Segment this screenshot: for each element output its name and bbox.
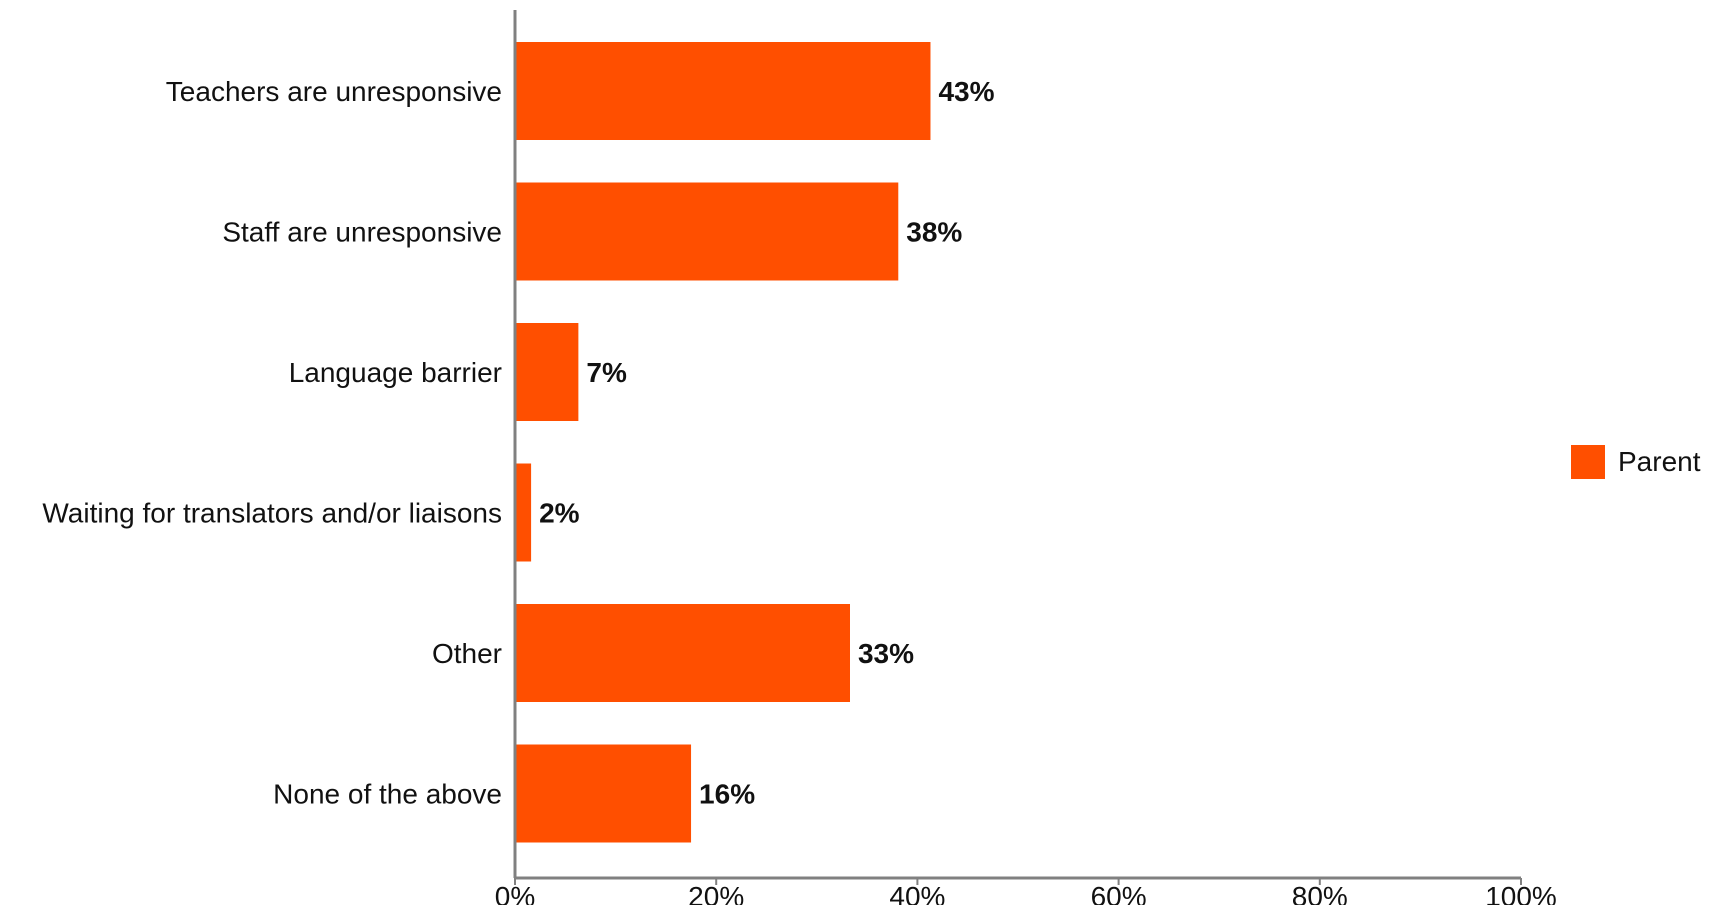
bar-4 [516,463,532,562]
x-tick-label-2: 20% [688,881,744,905]
x-tick-label-6: 100% [1485,881,1557,905]
data-label-2: 38% [906,217,962,248]
category-label-3: Language barrier [289,357,502,388]
x-tick-label-4: 60% [1091,881,1147,905]
data-label-1: 43% [938,76,994,107]
legend: Parent [1571,445,1701,479]
category-label-4: Waiting for translators and/or liaisons [42,498,502,529]
data-label-3: 7% [586,357,627,388]
x-tick-label-1: 0% [495,881,535,905]
category-label-1: Teachers are unresponsive [166,76,502,107]
data-label-5: 33% [858,638,914,669]
bar-5 [516,604,850,702]
bar-6 [516,744,692,843]
legend-swatch-parent [1571,445,1605,479]
labels-layer: Teachers are unresponsive 43% Staff are un… [42,76,1557,910]
legend-label-parent: Parent [1618,446,1701,477]
category-label-6: None of the above [273,779,502,810]
category-label-2: Staff are unresponsive [222,217,502,248]
category-label-5: Other [432,638,502,669]
bars-layer [516,42,931,843]
x-tick-label-5: 80% [1292,881,1348,905]
data-label-4: 2% [539,498,580,529]
bar-3 [516,323,579,421]
bar-1 [516,42,931,140]
bar-2 [516,182,899,281]
x-tick-label-3: 40% [889,881,945,905]
data-label-6: 16% [699,779,755,810]
axes-layer [513,10,1522,885]
